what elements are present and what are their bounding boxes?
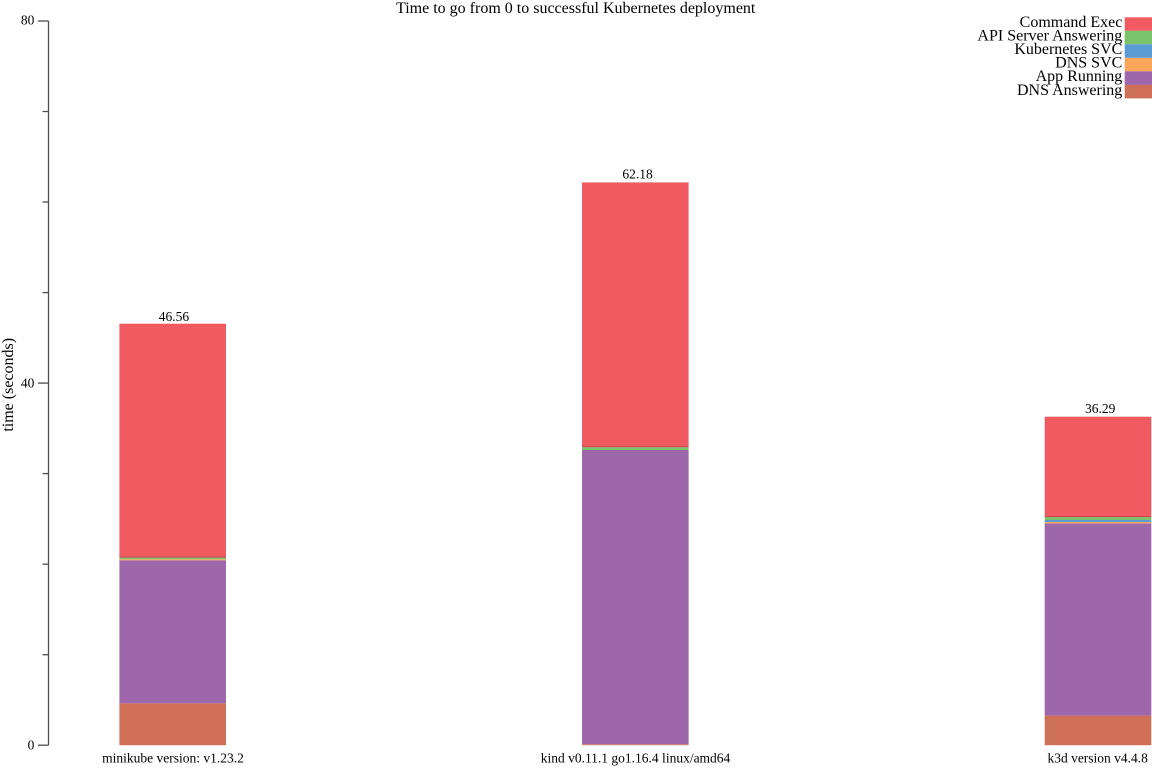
svg-text:80: 80 bbox=[21, 13, 35, 28]
svg-text:Time to go from 0 to successfu: Time to go from 0 to successful Kubernet… bbox=[396, 0, 756, 17]
svg-text:0: 0 bbox=[28, 738, 35, 753]
svg-text:46.56: 46.56 bbox=[159, 309, 190, 324]
svg-text:DNS Answering: DNS Answering bbox=[1017, 82, 1122, 99]
svg-text:DNS SVC: DNS SVC bbox=[1055, 55, 1122, 72]
svg-text:time (seconds): time (seconds) bbox=[0, 338, 17, 432]
svg-text:App Running: App Running bbox=[1036, 68, 1123, 85]
svg-text:k3d version v4.4.8: k3d version v4.4.8 bbox=[1047, 750, 1148, 765]
svg-text:API Server Answering: API Server Answering bbox=[977, 28, 1122, 45]
svg-text:minikube version: v1.23.2: minikube version: v1.23.2 bbox=[102, 750, 244, 765]
svg-text:Command Exec: Command Exec bbox=[1020, 14, 1123, 31]
svg-text:62.18: 62.18 bbox=[622, 166, 653, 181]
svg-text:36.29: 36.29 bbox=[1085, 401, 1116, 416]
svg-text:kind v0.11.1 go1.16.4 linux/am: kind v0.11.1 go1.16.4 linux/amd64 bbox=[541, 750, 731, 765]
svg-text:Kubernetes SVC: Kubernetes SVC bbox=[1014, 41, 1122, 58]
svg-text:40: 40 bbox=[21, 376, 35, 391]
